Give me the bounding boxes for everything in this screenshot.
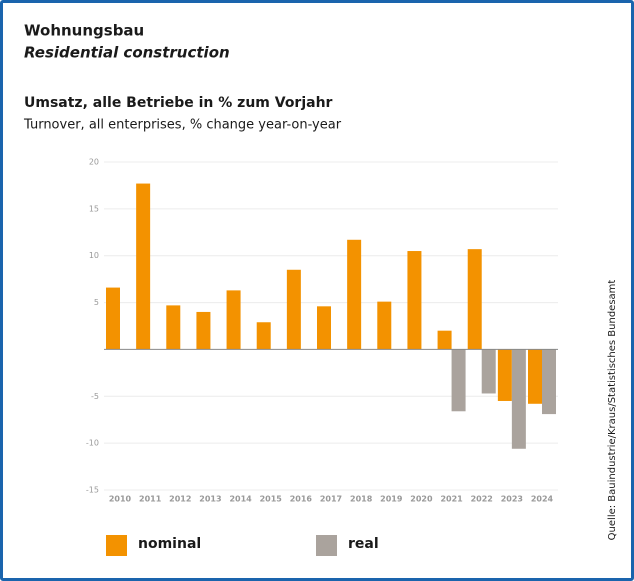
legend-swatch — [106, 535, 127, 556]
title: Wohnungsbau — [24, 22, 144, 40]
bar — [511, 349, 526, 449]
chart-subtitle: Turnover, all enterprises, % change year… — [23, 118, 342, 133]
y-tick-label: 5 — [94, 298, 99, 307]
x-tick-label: 2015 — [260, 495, 283, 504]
x-tick-label: 2014 — [229, 495, 252, 504]
bar — [106, 287, 120, 350]
legend-swatch — [316, 535, 337, 556]
bar — [226, 290, 241, 350]
legend-label: nominal — [138, 536, 201, 552]
source: Quelle: Bauindustrie/Kraus/Statistisches… — [607, 280, 618, 541]
x-tick-label: 2016 — [290, 495, 313, 504]
bar — [451, 349, 466, 412]
bar — [437, 330, 452, 350]
bar — [286, 269, 301, 350]
x-tick-label: 2022 — [471, 495, 493, 504]
bar — [136, 183, 151, 350]
bar — [256, 322, 271, 350]
x-tick-label: 2012 — [169, 495, 191, 504]
bar — [347, 239, 362, 350]
y-tick-label: -15 — [86, 486, 99, 495]
x-tick-label: 2018 — [350, 495, 373, 504]
legend-label: real — [348, 536, 379, 552]
y-tick-label: 20 — [89, 158, 99, 167]
x-tick-label: 2010 — [109, 495, 132, 504]
x-tick-label: 2021 — [440, 495, 463, 504]
x-tick-label: 2023 — [501, 495, 523, 504]
y-tick-label: 10 — [89, 251, 99, 260]
bar — [467, 249, 482, 350]
chart-title: Umsatz, alle Betriebe in % zum Vorjahr — [24, 95, 333, 111]
bar — [377, 301, 392, 350]
x-tick-label: 2017 — [320, 495, 342, 504]
bar — [542, 349, 556, 415]
y-tick-label: 15 — [89, 204, 99, 213]
bar — [317, 306, 331, 350]
bar — [497, 349, 512, 401]
x-tick-label: 2024 — [531, 495, 554, 504]
bar — [196, 311, 211, 350]
y-tick-label: -10 — [86, 439, 99, 448]
subtitle: Residential construction — [24, 44, 230, 62]
x-tick-label: 2011 — [139, 495, 162, 504]
bar — [166, 305, 181, 350]
x-tick-label: 2020 — [410, 495, 433, 504]
y-tick-label: -5 — [91, 392, 99, 401]
bar — [407, 251, 422, 350]
x-tick-label: 2013 — [199, 495, 221, 504]
x-tick-label: 2019 — [380, 495, 403, 504]
bar — [528, 349, 542, 404]
bar — [481, 349, 496, 394]
